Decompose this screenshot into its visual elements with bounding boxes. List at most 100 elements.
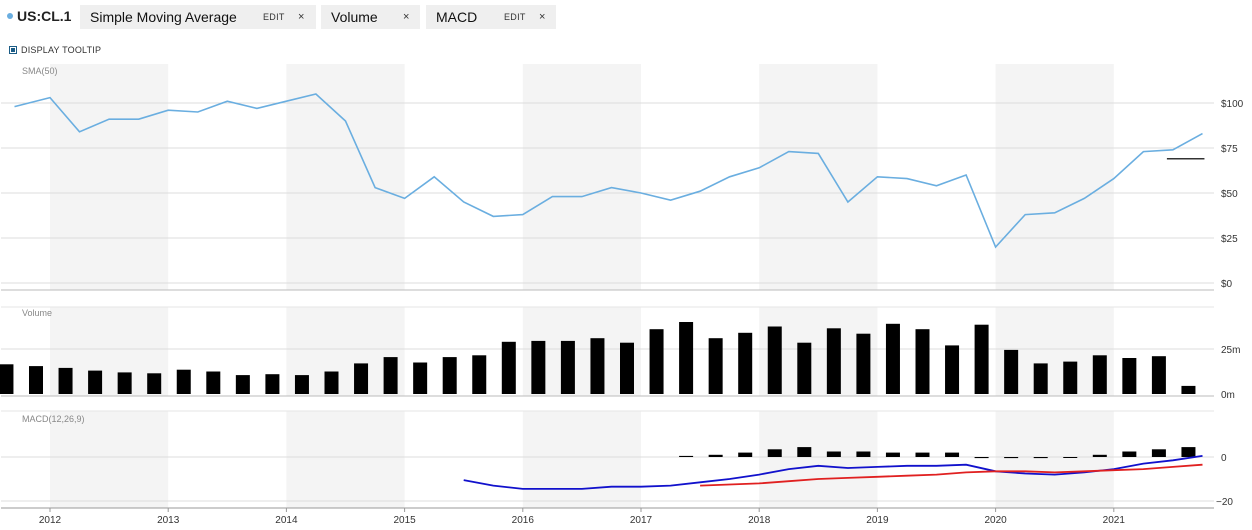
macd-histogram-bar (856, 451, 871, 457)
close-icon[interactable]: × (539, 11, 546, 23)
y-tick-label: $50 (1221, 189, 1238, 200)
y-tick-label: 25m (1221, 345, 1240, 356)
volume-bar (738, 332, 753, 394)
macd-histogram-bar (1092, 454, 1107, 457)
volume-bar (1063, 361, 1078, 394)
macd-histogram-bar (1151, 449, 1166, 457)
volume-bar (767, 326, 782, 394)
volume-bar (176, 369, 191, 394)
volume-bar (58, 367, 73, 394)
macd-histogram-bar (767, 449, 782, 457)
macd-histogram-bar (797, 447, 812, 457)
macd-histogram-bar (885, 452, 900, 457)
macd-histogram-bar (826, 451, 841, 457)
checkbox-icon[interactable] (9, 46, 17, 54)
macd-histogram-bar (1181, 447, 1196, 457)
display-tooltip-toggle[interactable]: DISPLAY TOOLTIP (9, 45, 101, 55)
volume-bar (354, 363, 369, 394)
macd-histogram-bar (915, 452, 930, 457)
volume-bar (856, 333, 871, 394)
symbol-label[interactable]: US:CL.1 (7, 8, 71, 24)
volume-bar (206, 371, 221, 394)
year-band (50, 411, 169, 508)
panel-title: Volume (22, 308, 52, 318)
y-tick-label: 0m (1221, 390, 1235, 401)
volume-bar (885, 323, 900, 394)
volume-bar (383, 357, 398, 394)
x-tick-label: 2019 (866, 515, 889, 526)
x-tick-label: 2018 (748, 515, 771, 526)
volume-bar (1092, 355, 1107, 394)
macd-histogram-bar (1004, 457, 1019, 459)
year-band (995, 64, 1114, 290)
panel-title: MACD(12,26,9) (22, 414, 85, 424)
display-tooltip-label: DISPLAY TOOLTIP (21, 45, 102, 55)
volume-bar (88, 370, 103, 394)
volume-bar (265, 374, 280, 394)
volume-bar (531, 340, 546, 394)
spacer (1114, 64, 1214, 290)
chip-label: Volume (331, 9, 378, 25)
volume-bar (1122, 358, 1137, 394)
volume-bar (1151, 356, 1166, 394)
volume-bar (442, 357, 457, 394)
close-icon[interactable]: × (298, 11, 305, 23)
volume-bar (1004, 349, 1019, 394)
year-band (50, 64, 169, 290)
x-tick-label: 2015 (393, 515, 416, 526)
volume-bar (679, 322, 694, 394)
macd-histogram-bar (708, 454, 723, 457)
volume-bar (649, 329, 664, 394)
indicator-chip-volume[interactable]: Volume × (321, 5, 420, 29)
macd-histogram-bar (1033, 457, 1048, 459)
sma-line (14, 93, 1203, 249)
signal-line (700, 463, 1203, 487)
close-icon[interactable]: × (403, 11, 410, 23)
year-band (522, 64, 641, 290)
edit-button[interactable]: EDIT (263, 12, 285, 22)
x-tick-label: 2020 (984, 515, 1007, 526)
x-tick-label: 2016 (512, 515, 535, 526)
x-tick-label: 2017 (630, 515, 653, 526)
macd-histogram-bar (679, 455, 694, 457)
year-band (286, 64, 405, 290)
series-color-dot (7, 13, 13, 19)
volume-bar (413, 362, 428, 394)
volume-bar (826, 328, 841, 394)
volume-bar (797, 342, 812, 394)
macd-histogram-bar (945, 452, 960, 457)
x-tick-label: 2012 (39, 515, 62, 526)
volume-bar (708, 338, 723, 394)
symbol-text: US:CL.1 (17, 8, 72, 24)
y-tick-label: $75 (1221, 144, 1238, 155)
volume-bar (1033, 363, 1048, 394)
indicator-chip-macd[interactable]: MACD EDIT × (426, 5, 556, 29)
macd-histogram-bar (738, 452, 753, 457)
y-tick-label: 0 (1221, 453, 1227, 464)
volume-bar (915, 329, 930, 394)
volume-bar (117, 372, 132, 394)
volume-bar (0, 364, 14, 394)
toolbar: US:CL.1 Simple Moving Average EDIT × Vol… (0, 0, 1252, 34)
volume-bar (294, 375, 309, 394)
volume-bar (501, 341, 516, 394)
y-tick-label: $100 (1221, 99, 1244, 110)
volume-bar (324, 371, 339, 394)
volume-bar (620, 342, 634, 394)
volume-bar (29, 366, 43, 394)
macd-histogram-bar (1122, 451, 1137, 457)
year-band (995, 411, 1114, 508)
chip-label: Simple Moving Average (90, 9, 237, 25)
volume-bar (472, 355, 487, 394)
volume-bar (974, 324, 989, 394)
edit-button[interactable]: EDIT (504, 12, 526, 22)
indicator-chip-sma[interactable]: Simple Moving Average EDIT × (80, 5, 316, 29)
x-tick-label: 2013 (157, 515, 180, 526)
macd-histogram-bar (974, 457, 989, 459)
chip-label: MACD (436, 9, 478, 25)
volume-bar (235, 375, 250, 394)
volume-bar (590, 338, 605, 394)
macd-line (463, 455, 1203, 490)
panel-title: SMA(50) (22, 66, 58, 76)
